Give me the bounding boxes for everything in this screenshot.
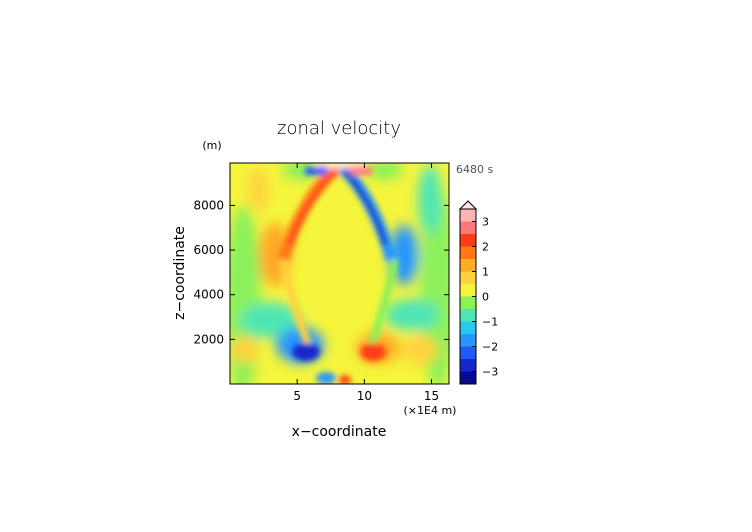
colorbar-swatch xyxy=(460,309,476,322)
colorbar-swatch xyxy=(460,334,476,347)
x-axis-label: x−coordinate xyxy=(292,424,387,440)
colorbar-swatch xyxy=(460,234,476,247)
y-tick-label: 2000 xyxy=(193,332,224,346)
y-tick-label: 6000 xyxy=(193,243,224,257)
colorbar-tick-label: 3 xyxy=(482,216,489,229)
colorbar-tick-label: −1 xyxy=(482,316,498,329)
x-tick-label: 5 xyxy=(293,389,301,403)
colorbar-swatch xyxy=(460,296,476,309)
colorbar-tick-label: −2 xyxy=(482,341,498,354)
colorbar-swatch xyxy=(460,221,476,234)
y-tick-label: 8000 xyxy=(193,198,224,212)
colorbar: 3 2 1 0 −1 −2 −3 xyxy=(458,200,498,385)
x-tick-label: 15 xyxy=(424,389,439,403)
colorbar-swatch xyxy=(460,359,476,372)
colorbar-swatch xyxy=(460,259,476,272)
chart-title: zonal velocity xyxy=(277,118,401,139)
y-tick-label: 4000 xyxy=(193,288,224,302)
colorbar-swatch xyxy=(460,209,476,222)
colorbar-tick-label: 1 xyxy=(482,266,489,279)
time-label: 6480 s xyxy=(456,163,493,176)
colorbar-swatch xyxy=(460,371,476,384)
axes: 5 10 15 2000 4000 6000 8000 xyxy=(193,163,449,403)
plot-frame xyxy=(229,162,450,385)
x-unit-label: (×1E4 m) xyxy=(404,404,457,417)
colorbar-tick-label: −3 xyxy=(482,366,498,379)
y-axis-label: z−coordinate xyxy=(172,226,188,320)
colorbar-swatch xyxy=(460,284,476,297)
colorbar-tick-label: 2 xyxy=(482,241,489,254)
colorbar-extend-triangle xyxy=(458,200,478,210)
colorbar-swatch xyxy=(460,321,476,334)
heatmap-field xyxy=(230,163,449,384)
colorbar-tick-label: 0 xyxy=(482,291,489,304)
y-unit-label: (m) xyxy=(202,139,221,152)
colorbar-swatch xyxy=(460,346,476,359)
colorbar-swatch xyxy=(460,271,476,284)
colorbar-swatch xyxy=(460,246,476,259)
x-tick-label: 10 xyxy=(357,389,372,403)
